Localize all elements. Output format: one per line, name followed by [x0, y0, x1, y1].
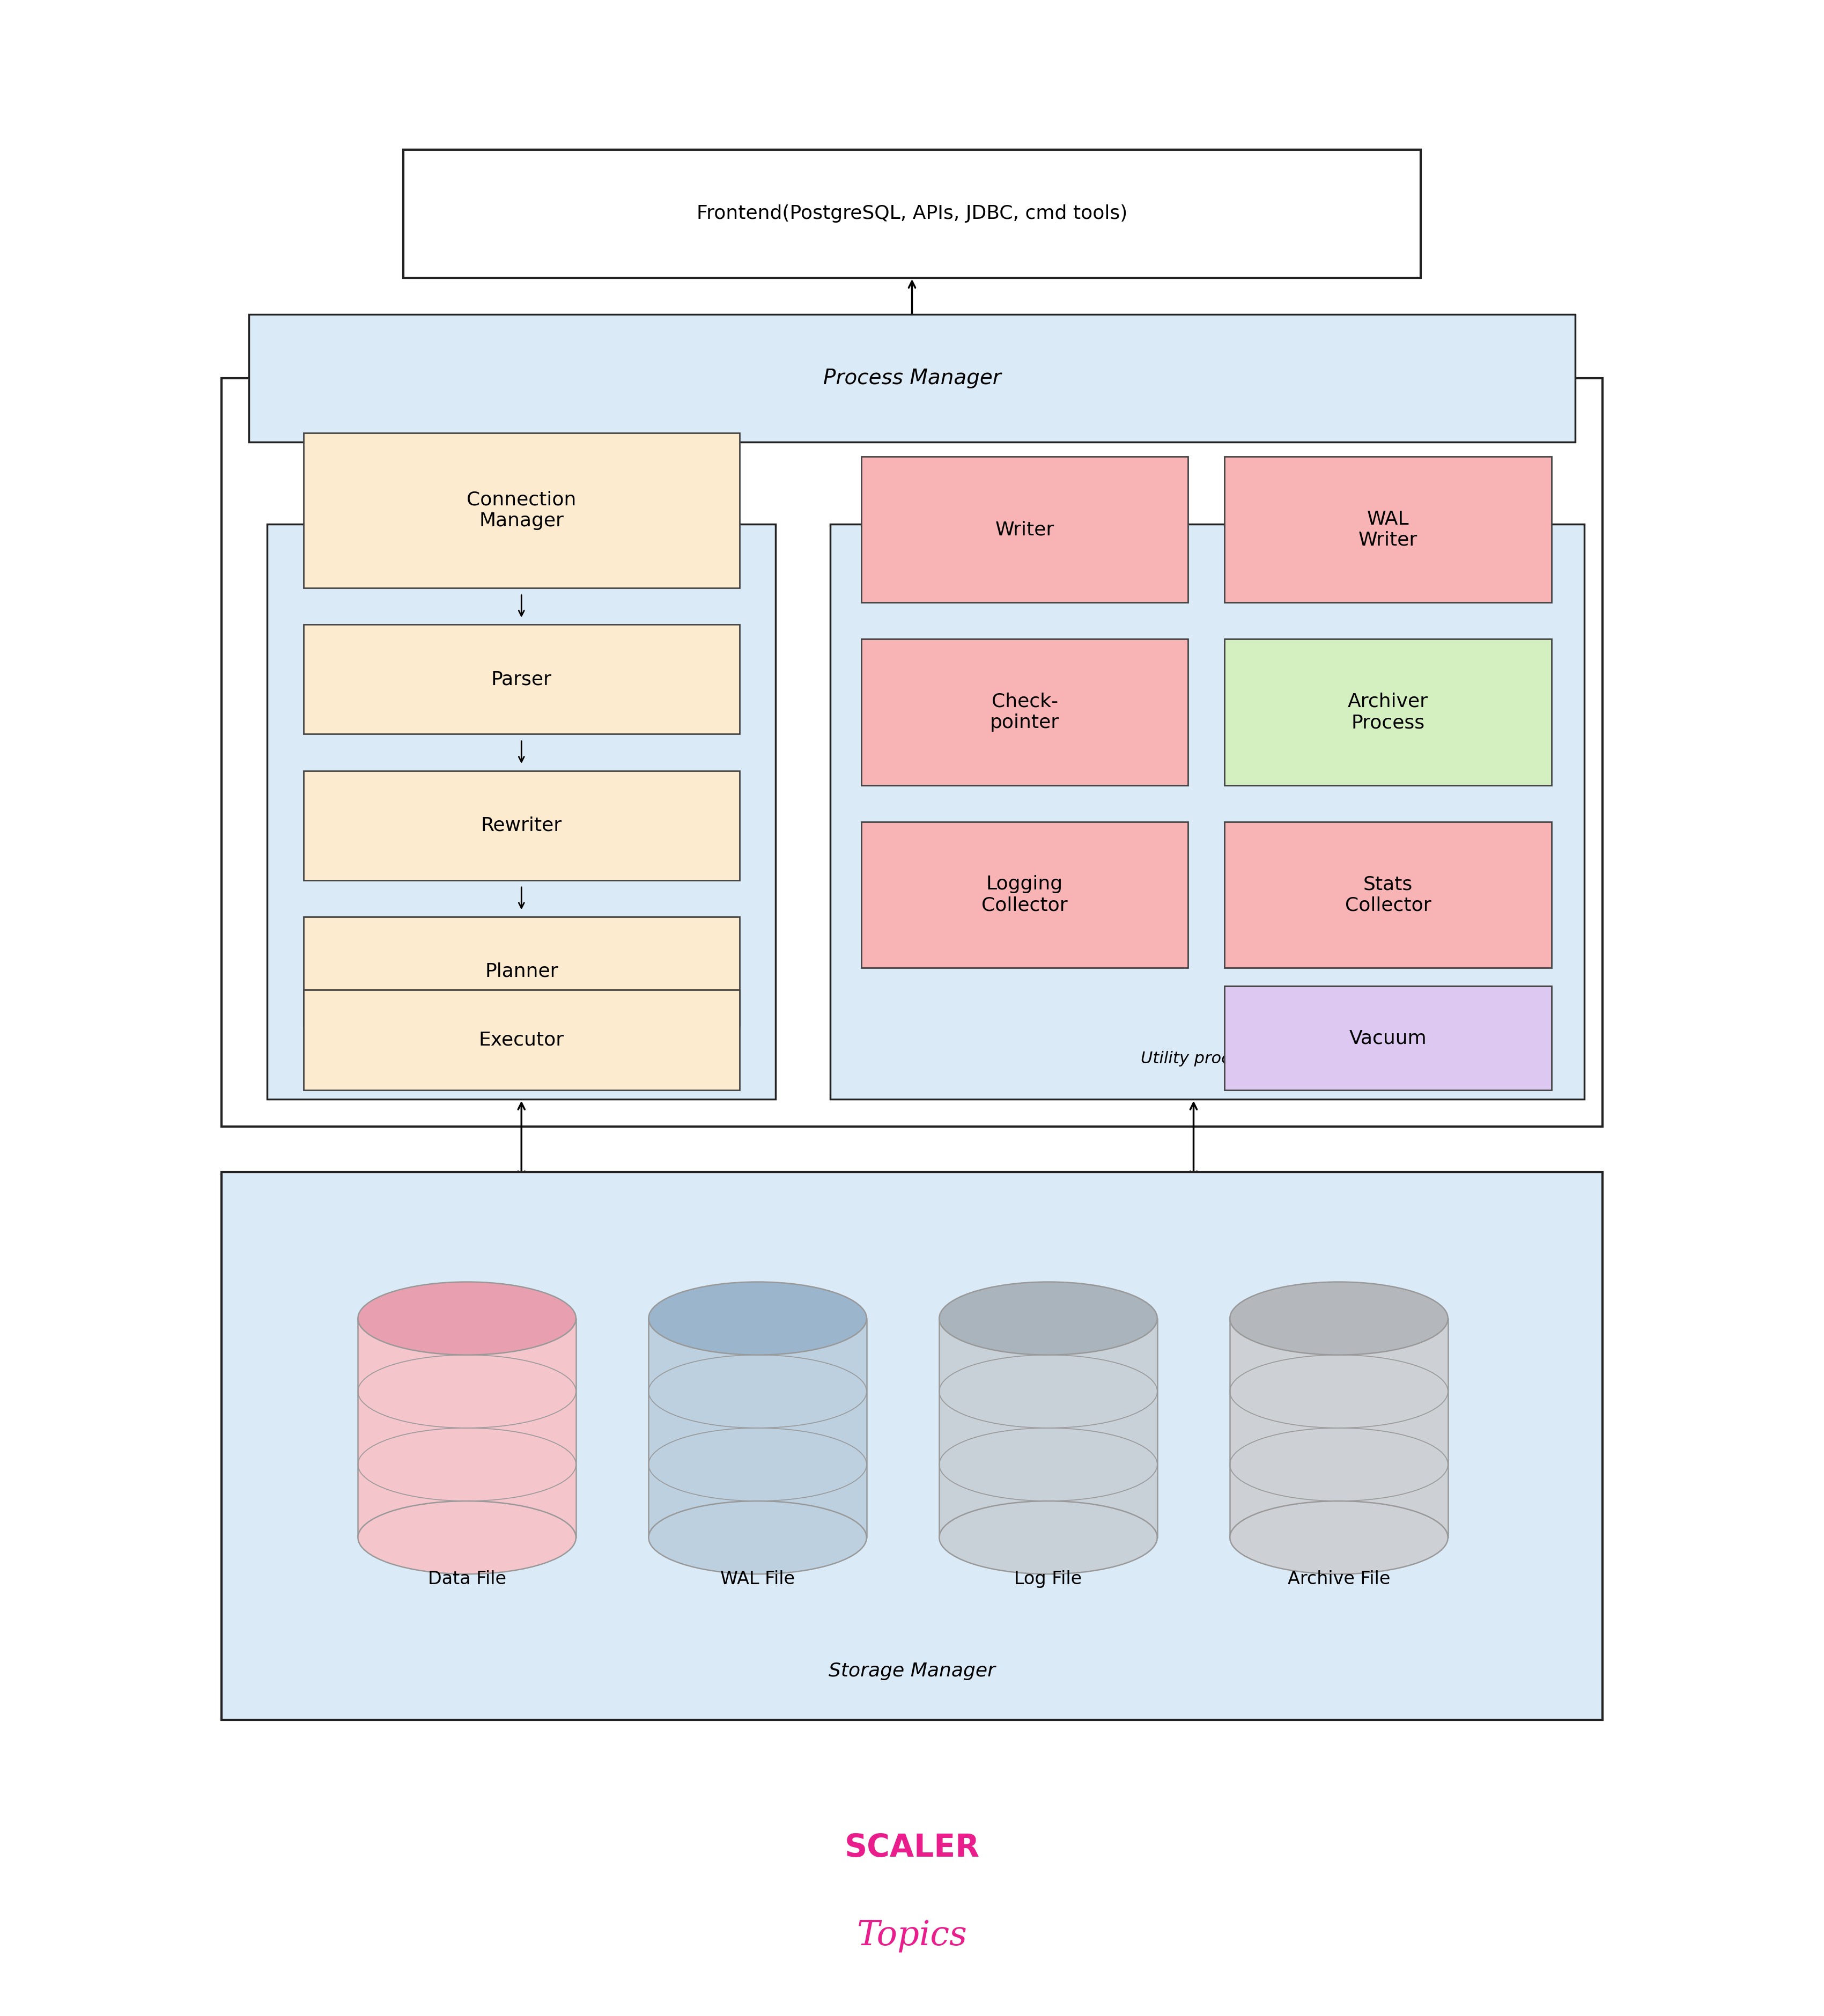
Bar — [861, 456, 1187, 603]
Text: Rewriter: Rewriter — [482, 816, 562, 835]
Text: Archiver
Process: Archiver Process — [1348, 694, 1428, 732]
Polygon shape — [358, 1318, 576, 1538]
Text: WAL File: WAL File — [720, 1570, 795, 1589]
Text: Topics: Topics — [857, 1919, 967, 1951]
Text: Parser: Parser — [491, 669, 551, 687]
Polygon shape — [649, 1318, 866, 1538]
Bar — [248, 314, 1576, 442]
Bar — [223, 1173, 1601, 1720]
Bar — [1224, 639, 1552, 786]
Text: Utility processor: Utility processor — [1140, 1050, 1273, 1066]
Text: Executor: Executor — [478, 1030, 564, 1048]
Bar — [861, 639, 1187, 786]
Bar — [403, 149, 1421, 278]
Bar — [303, 770, 739, 881]
Bar — [223, 379, 1601, 1127]
Bar — [830, 524, 1583, 1099]
Text: Connection
Manager: Connection Manager — [467, 490, 576, 530]
Ellipse shape — [358, 1502, 576, 1574]
Ellipse shape — [358, 1282, 576, 1355]
Text: Log File: Log File — [1014, 1570, 1082, 1589]
Bar — [1224, 456, 1552, 603]
Ellipse shape — [1229, 1502, 1448, 1574]
Text: Vacuum: Vacuum — [1350, 1028, 1426, 1046]
Text: Query processor: Query processor — [454, 1050, 589, 1066]
Bar — [303, 990, 739, 1091]
Text: Writer: Writer — [996, 520, 1054, 538]
Ellipse shape — [939, 1282, 1156, 1355]
Ellipse shape — [649, 1502, 866, 1574]
Text: Frontend(PostgreSQL, APIs, JDBC, cmd tools): Frontend(PostgreSQL, APIs, JDBC, cmd too… — [697, 204, 1127, 224]
Polygon shape — [1229, 1318, 1448, 1538]
Ellipse shape — [1229, 1282, 1448, 1355]
Bar — [266, 524, 775, 1099]
Bar — [1224, 986, 1552, 1091]
Ellipse shape — [649, 1282, 866, 1355]
Polygon shape — [939, 1318, 1156, 1538]
Bar — [861, 823, 1187, 968]
Text: Stats
Collector: Stats Collector — [1344, 875, 1432, 915]
Text: Check-
pointer: Check- pointer — [990, 694, 1060, 732]
Text: Archive File: Archive File — [1288, 1570, 1390, 1589]
Text: Planner: Planner — [485, 962, 558, 980]
Text: Data File: Data File — [429, 1570, 505, 1589]
Bar — [303, 433, 739, 589]
Text: SCALER: SCALER — [845, 1833, 979, 1863]
Bar — [303, 917, 739, 1026]
Text: Storage Manager: Storage Manager — [828, 1661, 996, 1679]
Text: Process Manager: Process Manager — [823, 367, 1001, 389]
Text: WAL
Writer: WAL Writer — [1359, 510, 1417, 548]
Bar — [1224, 823, 1552, 968]
Bar — [303, 625, 739, 734]
Ellipse shape — [939, 1502, 1156, 1574]
Text: Logging
Collector: Logging Collector — [981, 875, 1067, 915]
